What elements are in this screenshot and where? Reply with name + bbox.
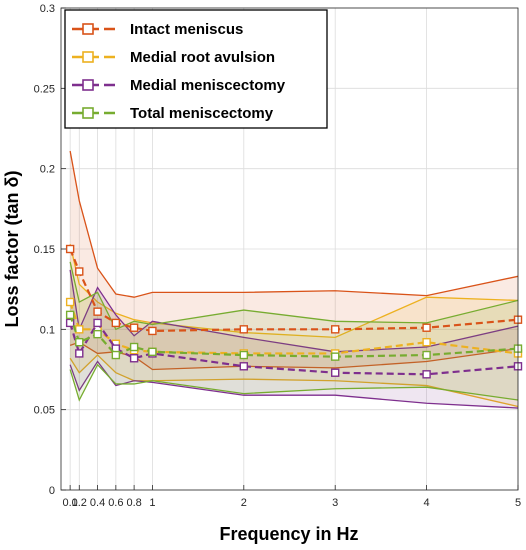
series-lines — [65, 244, 523, 379]
medial-root-avulsion-lower-bound — [69, 354, 519, 408]
intact-meniscus-marker — [239, 325, 249, 334]
medial-meniscectomy-marker — [239, 362, 249, 371]
total-meniscectomy-marker — [331, 352, 340, 361]
legend-marker-medial-root-avulsion — [82, 51, 94, 63]
medial-root-avulsion-band — [70, 244, 518, 407]
legend-label-medial-meniscectomy: Medial meniscectomy — [130, 77, 286, 94]
y-axis-title: Loss factor (tan δ) — [2, 171, 22, 328]
x-tick-label: 5 — [515, 497, 521, 509]
total-meniscectomy-marker — [422, 350, 431, 360]
total-meniscectomy-marker — [93, 329, 102, 339]
intact-meniscus-mean-line — [69, 248, 519, 333]
total-meniscectomy-lower-bound — [69, 363, 519, 402]
x-tick-label: 3 — [332, 497, 338, 509]
medial-root-avulsion-mean-line — [69, 301, 519, 355]
y-tick-label: 0.25 — [34, 83, 55, 95]
legend-label-total-meniscectomy: Total meniscectomy — [130, 105, 274, 122]
medial-meniscectomy-marker — [75, 349, 84, 358]
x-tick-label: 0.2 — [72, 497, 87, 509]
y-tick-label: 0.1 — [40, 324, 55, 336]
medial-meniscectomy-marker — [422, 370, 431, 379]
intact-meniscus-marker — [75, 267, 84, 276]
intact-meniscus-band — [70, 150, 518, 370]
intact-meniscus-upper-bound — [69, 150, 519, 298]
total-meniscectomy-marker — [148, 347, 157, 357]
x-axis-title: Frequency in Hz — [219, 524, 358, 544]
medial-meniscectomy-marker — [65, 318, 75, 328]
total-meniscectomy-upper-bound — [69, 261, 519, 331]
legend-label-medial-root-avulsion: Medial root avulsion — [130, 49, 275, 66]
legend-marker-total-meniscectomy — [82, 107, 94, 119]
legend-marker-intact-meniscus — [82, 23, 94, 35]
total-meniscectomy-band — [70, 261, 518, 401]
x-tick-label: 4 — [424, 497, 430, 509]
legend-marker-medial-meniscectomy — [82, 79, 94, 91]
total-meniscectomy-marker — [65, 310, 75, 320]
y-tick-label: 0 — [49, 485, 55, 497]
intact-meniscus-marker — [422, 323, 431, 332]
axis-ticks: 0.10.2 0.4 0.6 0.8 1 2 3 4 500.050.10.150.20.250… — [34, 3, 521, 509]
total-meniscectomy-marker — [239, 350, 249, 360]
total-meniscectomy-marker — [129, 342, 139, 352]
medial-meniscectomy-band — [70, 269, 518, 409]
x-tick-label: 1 — [149, 497, 155, 509]
medial-meniscectomy-marker — [129, 354, 139, 363]
x-tick-label: 0.4 — [90, 497, 105, 509]
y-tick-label: 0.05 — [34, 405, 55, 417]
confidence-bands — [69, 150, 519, 409]
intact-meniscus-marker — [129, 323, 139, 332]
x-tick-label: 0.8 — [126, 497, 141, 509]
legend-label-intact-meniscus: Intact meniscus — [130, 21, 243, 38]
intact-meniscus-marker — [65, 244, 75, 254]
medial-meniscectomy-marker — [93, 318, 102, 328]
y-tick-label: 0.2 — [40, 164, 55, 176]
x-tick-label: 0.1 — [62, 497, 77, 509]
total-meniscectomy-mean-line — [69, 314, 519, 358]
x-tick-label: 0.6 — [108, 497, 123, 509]
x-tick-label: 2 — [241, 497, 247, 509]
medial-meniscectomy-marker — [331, 368, 340, 377]
intact-meniscus-marker — [111, 318, 121, 328]
intact-meniscus-lower-bound — [69, 341, 519, 371]
medial-meniscectomy-upper-bound — [69, 269, 519, 353]
medial-root-avulsion-marker — [75, 325, 84, 334]
medial-root-avulsion-marker — [65, 297, 75, 307]
total-meniscectomy-marker — [75, 337, 84, 347]
legend: Intact meniscus Medial root avulsion Media… — [64, 9, 328, 129]
medial-meniscectomy-lower-bound — [69, 360, 519, 409]
y-tick-label: 0.15 — [34, 244, 55, 256]
intact-meniscus-marker — [331, 325, 340, 334]
total-meniscectomy-marker — [111, 350, 121, 360]
intact-meniscus-marker — [148, 326, 157, 336]
y-tick-label: 0.3 — [40, 3, 55, 15]
intact-meniscus-marker — [93, 307, 102, 316]
medial-root-avulsion-marker — [422, 337, 431, 347]
